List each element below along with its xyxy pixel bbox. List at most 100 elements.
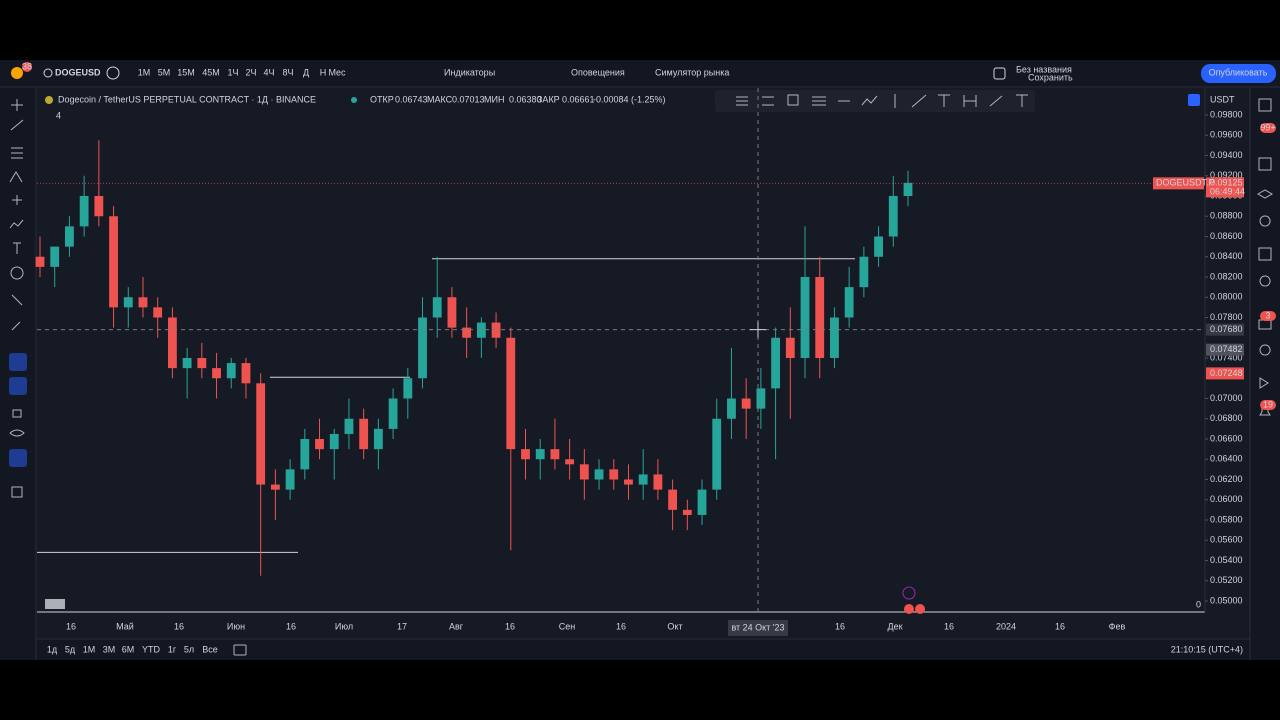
candle-body xyxy=(418,317,427,379)
candle-body xyxy=(403,378,413,399)
logo[interactable] xyxy=(11,67,23,79)
interval[interactable]: 5M xyxy=(158,67,171,77)
y-tick-label: 0.09600 xyxy=(1210,130,1243,140)
candle-body xyxy=(359,418,369,450)
layout-name[interactable]: Без названия xyxy=(1016,64,1072,74)
badge: 38 xyxy=(22,61,32,71)
x-tick-label: Окт xyxy=(667,621,682,631)
range-button[interactable]: 1М xyxy=(83,644,96,654)
candle-body xyxy=(212,368,221,379)
x-tick-label: 16 xyxy=(616,621,626,631)
publish[interactable]: Опубликовать xyxy=(1209,67,1268,77)
event-marker[interactable] xyxy=(902,586,916,600)
interval[interactable]: 1Ч xyxy=(227,67,238,77)
right-panel-icons[interactable] xyxy=(1256,98,1274,416)
range-button[interactable]: Все xyxy=(202,644,218,654)
interval[interactable]: Н xyxy=(320,67,327,77)
ohlc-value: 0.06661 xyxy=(562,94,595,104)
badge-bg xyxy=(1260,400,1276,410)
ohlc-value: 0.07013 xyxy=(452,94,485,104)
date-range-icon[interactable] xyxy=(233,644,247,656)
y-tick-label: 0.07800 xyxy=(1210,312,1243,322)
y-tick-label: 0.09400 xyxy=(1210,150,1243,160)
price-label: 0.07248 xyxy=(1210,368,1243,378)
replay[interactable]: Симулятор рынка xyxy=(655,67,729,77)
drawing-tools[interactable] xyxy=(736,94,1028,108)
range-button[interactable]: 5д xyxy=(65,644,76,654)
range-button[interactable]: YTD xyxy=(142,644,161,654)
candle-body xyxy=(79,196,89,227)
candle-body xyxy=(462,327,472,338)
sync-tool[interactable] xyxy=(9,449,27,467)
candle-body xyxy=(800,277,810,358)
candle-body xyxy=(241,363,251,384)
candle-body xyxy=(771,337,781,389)
chart-bg xyxy=(37,88,1250,638)
range-button[interactable]: 5л xyxy=(184,644,194,654)
interval[interactable]: 15M xyxy=(177,67,195,77)
volume-tick: 0 xyxy=(1196,599,1201,609)
add-symbol[interactable] xyxy=(106,66,120,80)
indicators[interactable]: Индикаторы xyxy=(444,67,495,77)
search-icon[interactable] xyxy=(43,68,53,78)
range-button[interactable]: 1д xyxy=(47,644,58,654)
y-tick-label: 0.06600 xyxy=(1210,433,1243,443)
candle-body xyxy=(432,297,442,318)
price-label-bg xyxy=(1206,343,1244,356)
publish-button[interactable] xyxy=(1201,64,1276,83)
candle-body xyxy=(270,484,280,490)
candle-body xyxy=(741,398,751,409)
candle-body xyxy=(300,439,310,470)
interval[interactable]: 8Ч xyxy=(282,67,293,77)
alerts[interactable]: Оповещения xyxy=(571,67,625,77)
crosshair-time: вт 24 Окт '23 xyxy=(731,622,784,632)
symbol-title: Dogecoin / TetherUS PERPETUAL CONTRACT ·… xyxy=(58,94,316,104)
interval[interactable]: 1M xyxy=(138,67,151,77)
magnet-tool[interactable] xyxy=(9,353,27,371)
emoji-tool[interactable] xyxy=(10,266,24,280)
range-button[interactable]: 6М xyxy=(122,644,135,654)
candle-body xyxy=(182,358,192,369)
event-flag[interactable] xyxy=(915,604,925,614)
symbol-label: DOGEUSDT.P xyxy=(1156,178,1215,188)
range-button[interactable]: 3М xyxy=(103,644,116,654)
candle-body xyxy=(594,469,604,480)
interval[interactable]: 4Ч xyxy=(263,67,274,77)
candle-body xyxy=(697,489,707,515)
range-button[interactable]: 1г xyxy=(168,644,177,654)
candle-body xyxy=(844,287,854,318)
candle-body xyxy=(476,322,486,338)
interval[interactable]: 2Ч xyxy=(245,67,256,77)
interval[interactable]: Д xyxy=(303,67,309,77)
auto-scale[interactable] xyxy=(1188,94,1200,106)
lock-tool[interactable] xyxy=(9,377,27,395)
ohlc-value: 0.06380 xyxy=(509,94,542,104)
x-tick-label: Фев xyxy=(1109,621,1126,631)
candle-body xyxy=(756,388,766,409)
event-flag[interactable] xyxy=(904,604,914,614)
x-tick-label: Июл xyxy=(335,621,353,631)
y-tick-label: 0.08800 xyxy=(1210,211,1243,221)
candle-body xyxy=(638,474,648,485)
coin-icon xyxy=(45,96,53,104)
drawing-toolbar xyxy=(715,90,1035,112)
candle-body xyxy=(609,469,619,480)
candle-body xyxy=(624,479,633,485)
ohlc-label: ЗАКР xyxy=(537,94,560,104)
candle-body xyxy=(153,307,163,318)
interval[interactable]: 45M xyxy=(202,67,220,77)
x-tick-label: 16 xyxy=(1055,621,1065,631)
y-tick-label: 0.05200 xyxy=(1210,575,1243,585)
x-tick-label: Сен xyxy=(559,621,576,631)
clock: 21:10:15 (UTC+4) xyxy=(1171,644,1243,654)
y-tick-label: 0.09200 xyxy=(1210,170,1243,180)
layout-icon[interactable] xyxy=(993,67,1006,80)
ohlc-label: ОТКР xyxy=(370,94,394,104)
x-tick-label: Июн xyxy=(227,621,245,631)
candle-body xyxy=(226,363,236,379)
interval[interactable]: Мес xyxy=(328,67,346,77)
candle-body xyxy=(315,439,324,450)
candle-body xyxy=(50,246,60,267)
tool-icons[interactable] xyxy=(9,99,25,498)
